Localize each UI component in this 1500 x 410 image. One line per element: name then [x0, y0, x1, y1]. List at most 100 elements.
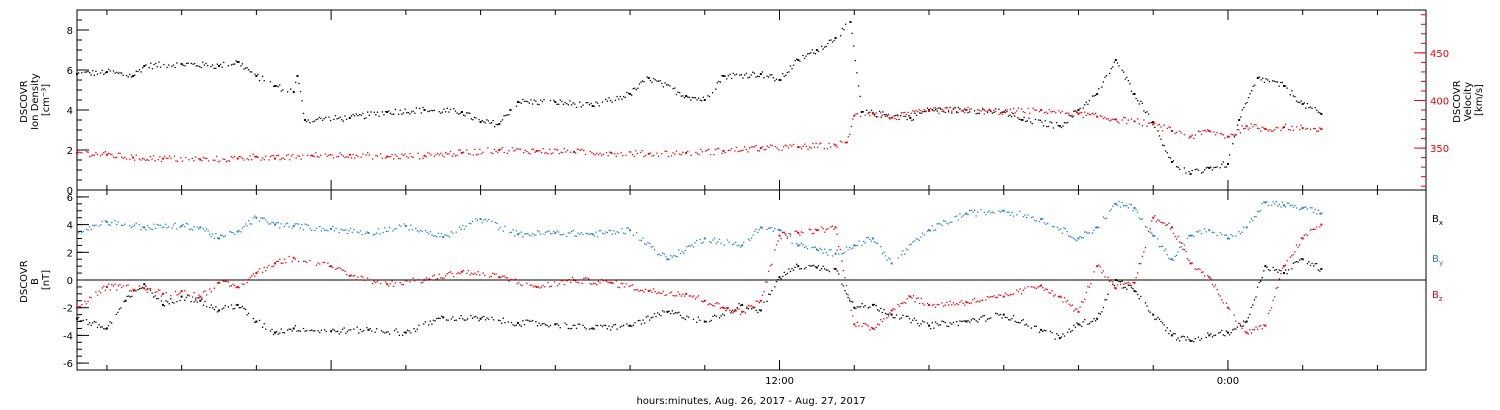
bx-dot: [546, 324, 548, 327]
bz-dot: [1008, 294, 1010, 297]
velocity-dot: [743, 146, 746, 148]
bx-dot: [1137, 293, 1139, 296]
bx-dot: [626, 323, 628, 325]
bx-dot: [1107, 293, 1109, 295]
bx-dot: [171, 301, 173, 304]
by-dot: [726, 239, 729, 241]
bz-dot: [1250, 332, 1253, 334]
bz-dot: [721, 306, 723, 309]
bz-dot: [808, 228, 810, 230]
velocity-dot: [1004, 111, 1007, 114]
bx-dot: [683, 317, 685, 319]
ion-density-dot: [575, 106, 578, 109]
velocity-dot: [1284, 123, 1287, 125]
ion-density-point: [296, 75, 299, 77]
bx-dot: [205, 305, 208, 308]
velocity-point: [722, 149, 725, 152]
ion-density-dot: [290, 88, 292, 90]
velocity-point: [1301, 127, 1304, 130]
bx-dot: [431, 323, 433, 325]
velocity-dot: [519, 148, 522, 150]
bx-dot: [499, 320, 501, 322]
bx-dot: [95, 321, 97, 323]
velocity-dot: [1014, 112, 1016, 114]
ion-density-dot: [1088, 99, 1091, 102]
bx-dot: [540, 324, 542, 326]
bx-dot: [1200, 337, 1203, 340]
velocity-dot: [1270, 130, 1273, 132]
by-dot: [600, 229, 602, 232]
bz-dot: [1196, 268, 1198, 271]
velocity-dot: [279, 159, 281, 161]
velocity-dot: [544, 152, 546, 154]
velocity-dot: [552, 152, 554, 154]
by-dot: [852, 247, 854, 249]
ion-density-point: [1208, 167, 1211, 169]
ion-density-dot: [456, 112, 458, 114]
bz-point: [853, 323, 856, 326]
velocity-dot: [306, 154, 309, 157]
velocity-dot: [765, 148, 767, 151]
bx-dot: [567, 327, 570, 330]
velocity-dot: [617, 152, 619, 155]
bx-dot: [941, 320, 943, 322]
bx-dot: [96, 326, 99, 329]
ion-density-dot: [448, 111, 450, 113]
bz-dot: [204, 290, 206, 292]
bx-dot: [1060, 336, 1063, 338]
velocity-dot: [300, 158, 302, 160]
by-point: [180, 225, 183, 227]
by-dot: [912, 241, 914, 243]
bz-dot: [581, 282, 583, 285]
by-dot: [335, 227, 337, 230]
by-dot: [223, 236, 225, 238]
by-dot: [936, 223, 938, 225]
bx-dot: [1113, 285, 1115, 287]
by-point: [255, 216, 258, 219]
ion-density-dot: [246, 67, 248, 69]
bz-dot: [988, 296, 990, 299]
bz-dot: [875, 326, 877, 329]
ion-density-dot: [1214, 166, 1217, 169]
ion-density-dot: [1071, 116, 1073, 118]
bz-dot: [786, 236, 789, 238]
ion-density-dot: [247, 69, 250, 71]
bx-dot: [1027, 325, 1029, 327]
bz-dot: [1042, 287, 1044, 289]
bz-dot: [302, 260, 305, 262]
by-dot: [164, 223, 167, 225]
bz-dot: [246, 282, 248, 284]
ion-density-dot: [919, 112, 921, 114]
by-dot: [941, 224, 943, 226]
bx-dot: [1266, 266, 1268, 268]
bx-dot: [1269, 269, 1271, 272]
velocity-dot: [329, 153, 331, 156]
bz-dot: [780, 237, 782, 240]
ion-density-dot: [419, 107, 421, 110]
by-dot: [324, 229, 326, 231]
ion-density-dot: [682, 95, 684, 97]
bz-dot: [761, 294, 764, 296]
ion-density-dot: [388, 110, 390, 112]
ion-density-dot: [903, 115, 905, 118]
velocity-dot: [493, 148, 496, 151]
bx-dot: [298, 329, 300, 332]
ion-density-dot: [931, 108, 933, 111]
velocity-dot: [800, 147, 803, 150]
bz-dot: [1194, 268, 1196, 270]
by-dot: [322, 227, 324, 230]
bx-dot: [1286, 273, 1288, 275]
by-dot: [1280, 206, 1282, 208]
by-dot: [140, 228, 142, 231]
bz-dot: [1090, 283, 1092, 285]
velocity-dot: [1202, 130, 1204, 132]
bx-dot: [803, 268, 806, 270]
by-dot: [686, 246, 688, 248]
ion-density-dot: [593, 105, 596, 108]
ion-density-point: [1189, 173, 1192, 175]
velocity-dot: [1288, 128, 1290, 131]
by-dot: [437, 232, 440, 234]
velocity-dot: [1112, 118, 1114, 120]
ion-density-dot: [1020, 119, 1022, 121]
bx-dot: [1267, 269, 1270, 271]
